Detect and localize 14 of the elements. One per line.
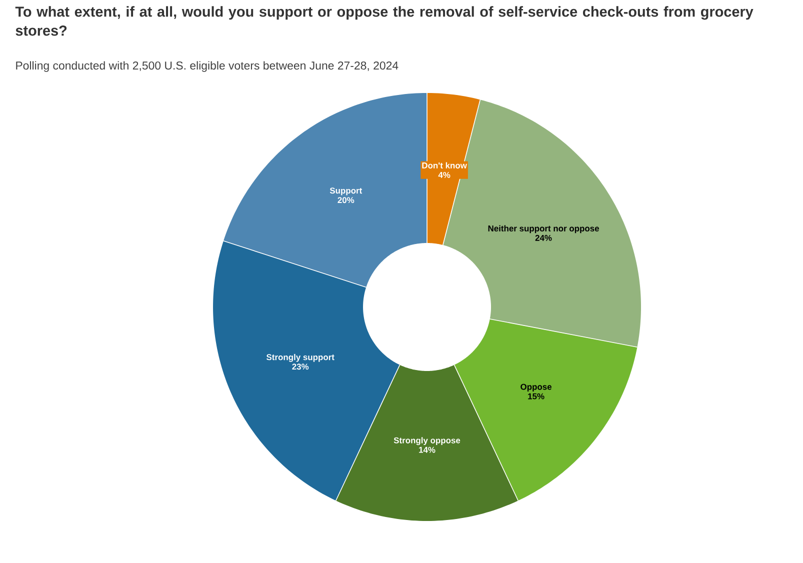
slice-label: Neither support nor oppose [488, 225, 599, 234]
data-label: 14% [419, 446, 436, 453]
slice-label: Strongly oppose [394, 437, 460, 446]
data-label: 24% [535, 234, 552, 241]
data-label: 20% [338, 197, 354, 204]
chart-title: To what extent, if at all, would you support or oppose the removal of self-service check-outs from grocery stores? [15, 6, 754, 36]
data-label: 4% [438, 172, 450, 178]
slice-label: Don't know [422, 162, 467, 168]
slice-label: Support [330, 188, 362, 196]
data-label: 23% [292, 364, 309, 370]
slice-label: Oppose [520, 384, 552, 392]
slice-label: Strongly support [266, 354, 334, 362]
chart-subtitle: Polling conducted with 2,500 U.S. eligible voters between June 27-28, 2024 [16, 61, 398, 72]
data-label: 15% [528, 393, 544, 400]
